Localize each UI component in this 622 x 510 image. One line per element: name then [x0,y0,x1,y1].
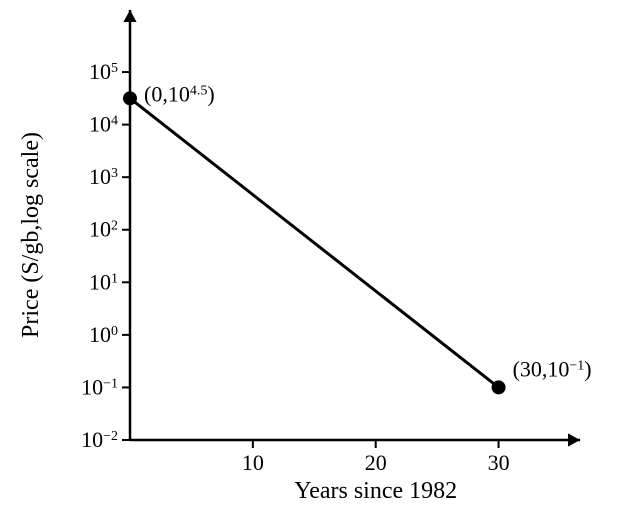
log-line-chart: 102030Years since 198210−210−11001011021… [0,0,622,510]
x-tick-label: 30 [488,450,510,475]
data-point [123,91,137,105]
y-axis-label: Price (S/gb,log scale) [18,132,44,338]
x-tick-label: 10 [242,450,264,475]
x-axis-label: Years since 1982 [294,478,457,504]
data-point [492,380,506,394]
chart-container: 102030Years since 198210−210−11001011021… [0,0,622,510]
x-tick-label: 20 [365,450,387,475]
